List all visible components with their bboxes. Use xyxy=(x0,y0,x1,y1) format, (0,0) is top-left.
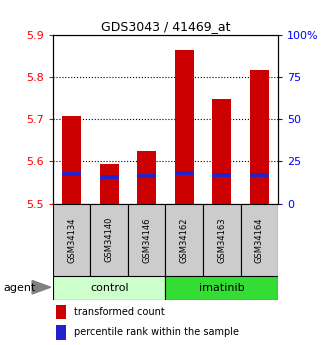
Bar xyxy=(128,204,166,276)
Bar xyxy=(100,175,118,179)
Text: percentile rank within the sample: percentile rank within the sample xyxy=(73,327,239,337)
Text: GSM34162: GSM34162 xyxy=(180,217,189,263)
Bar xyxy=(166,204,203,276)
Bar xyxy=(137,151,156,204)
Bar xyxy=(137,174,156,178)
Text: transformed count: transformed count xyxy=(73,307,164,317)
Bar xyxy=(213,99,231,204)
Text: GSM34163: GSM34163 xyxy=(217,217,226,263)
Bar xyxy=(166,276,278,300)
Bar xyxy=(53,204,90,276)
Text: GSM34134: GSM34134 xyxy=(67,217,76,263)
Bar xyxy=(56,305,66,319)
Bar xyxy=(213,173,231,177)
Bar xyxy=(203,204,241,276)
Bar xyxy=(241,204,278,276)
Title: GDS3043 / 41469_at: GDS3043 / 41469_at xyxy=(101,20,230,33)
Text: control: control xyxy=(90,283,128,293)
Text: GSM34146: GSM34146 xyxy=(142,217,151,263)
Bar xyxy=(90,204,128,276)
Text: agent: agent xyxy=(3,283,36,293)
Bar xyxy=(62,172,81,176)
Text: imatinib: imatinib xyxy=(199,283,245,293)
Bar xyxy=(175,171,194,175)
Bar xyxy=(62,117,81,204)
Bar xyxy=(250,70,269,204)
Text: GSM34164: GSM34164 xyxy=(255,217,264,263)
Bar xyxy=(100,164,118,204)
Bar xyxy=(250,173,269,177)
Polygon shape xyxy=(32,280,51,294)
Bar xyxy=(56,325,66,339)
Bar xyxy=(53,276,166,300)
Bar xyxy=(175,50,194,204)
Text: GSM34140: GSM34140 xyxy=(105,217,114,263)
